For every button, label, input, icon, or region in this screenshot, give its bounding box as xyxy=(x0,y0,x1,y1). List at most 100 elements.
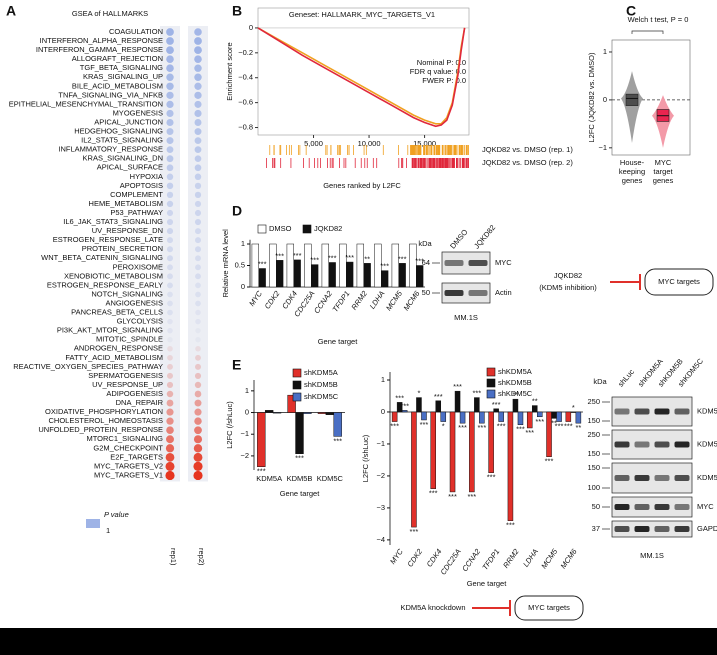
y-tick-label: 0 xyxy=(249,23,253,32)
pathway-label: SPERMATOGENESIS xyxy=(88,371,163,380)
bar xyxy=(374,243,382,288)
significance: *** xyxy=(395,393,404,402)
bar xyxy=(346,261,354,288)
significance: *** xyxy=(477,423,486,432)
pathway-label: IL2_STAT5_SIGNALING xyxy=(81,136,163,145)
dot xyxy=(194,155,202,163)
dot xyxy=(194,209,202,217)
dot xyxy=(194,426,202,435)
kda-label: kDa xyxy=(418,239,432,248)
dot xyxy=(166,46,174,54)
dot xyxy=(194,82,202,90)
dot xyxy=(166,381,174,389)
significance: *** xyxy=(390,422,399,431)
dot xyxy=(194,46,202,54)
marker-label: 50 xyxy=(592,502,600,511)
bar xyxy=(258,268,266,288)
pathway-label: INFLAMMATORY_RESPONSE xyxy=(58,145,163,154)
bar xyxy=(459,411,466,424)
significance: ** xyxy=(575,423,581,432)
band xyxy=(614,475,630,481)
significance: *** xyxy=(328,253,337,262)
dot xyxy=(166,82,174,91)
dot xyxy=(194,109,202,118)
x-axis-label: Gene target xyxy=(280,489,321,498)
bar xyxy=(287,394,296,413)
dot xyxy=(195,282,201,289)
significance: * xyxy=(572,403,575,412)
dot xyxy=(195,237,201,244)
legend-label: shKDM5C xyxy=(498,389,533,398)
pathway-label: UNFOLDED_PROTEIN_RESPONSE xyxy=(38,425,163,434)
annotation: FDR q value: 0.0 xyxy=(410,67,466,76)
significance: *** xyxy=(293,251,302,260)
band xyxy=(614,408,630,415)
band xyxy=(634,408,650,415)
blot-strip xyxy=(441,251,491,275)
plot-frame xyxy=(611,39,691,156)
pathway-label: PEROXISOME xyxy=(113,262,163,271)
chart-title: GSEA of HALLMARKS xyxy=(72,9,148,18)
bar xyxy=(556,411,562,422)
significance: *** xyxy=(275,251,284,260)
dot xyxy=(166,228,174,235)
significance: *** xyxy=(420,420,429,429)
bar xyxy=(321,243,329,288)
pathway-label: ANDROGEN_RESPONSE xyxy=(74,344,163,353)
legend-label: shKDM5B xyxy=(304,380,338,389)
significance-bracket xyxy=(631,30,664,34)
significance: *** xyxy=(258,259,267,268)
diagram-source: KDM5A knockdown xyxy=(400,603,465,612)
significance: *** xyxy=(525,428,534,437)
legend-swatch xyxy=(486,389,496,399)
bar xyxy=(272,412,282,414)
marker-label: 250 xyxy=(587,397,600,406)
band xyxy=(654,408,670,415)
dot xyxy=(195,318,201,325)
pathway-label: APICAL_SURFACE xyxy=(97,163,163,172)
dot xyxy=(195,354,201,361)
band-label: MYC xyxy=(697,502,714,511)
dot xyxy=(194,417,202,425)
pathway-label: FATTY_ACID_METABOLISM xyxy=(65,353,163,362)
dot xyxy=(166,109,174,118)
pathway-label: WNT_BETA_CATENIN_SIGNALING xyxy=(41,253,163,262)
y-tick-label: 1 xyxy=(603,47,607,56)
dot xyxy=(165,452,175,462)
y-tick-label: −0.2 xyxy=(238,48,253,57)
dot xyxy=(167,255,173,262)
bar xyxy=(526,411,533,429)
box xyxy=(625,93,639,106)
dot xyxy=(166,100,174,109)
x-axis-label: Genes ranked by L2FC xyxy=(323,181,401,190)
dot xyxy=(195,228,201,235)
plot-frame xyxy=(257,7,470,136)
column-label: rep1) xyxy=(169,548,178,566)
dot xyxy=(166,435,174,444)
pathway-label: CHOLESTEROL_HOMEOSTASIS xyxy=(49,416,163,425)
dot xyxy=(194,64,202,72)
significance: *** xyxy=(400,401,409,410)
significance: *** xyxy=(310,256,319,265)
legend-swatch xyxy=(292,380,302,390)
dot xyxy=(195,327,201,334)
pathway-label: INTERFERON_GAMMA_RESPONSE xyxy=(36,45,163,54)
pathway-label: ESTROGEN_RESPONSE_EARLY xyxy=(47,280,163,289)
significance: * xyxy=(417,389,420,398)
significance: *** xyxy=(458,423,467,432)
bar xyxy=(493,408,499,413)
legend-swatch xyxy=(257,224,267,234)
pathway-label: APOPTOSIS xyxy=(120,181,163,190)
pathway-label: BILE_ACID_METABOLISM xyxy=(72,81,163,90)
dot xyxy=(194,182,202,190)
dot xyxy=(166,173,174,181)
marker-label: 250 xyxy=(587,430,600,439)
panel-letter: B xyxy=(232,3,242,19)
blot-strip xyxy=(611,520,693,538)
panel-letter: E xyxy=(232,357,241,373)
bar xyxy=(257,412,266,467)
pathway-label: OXIDATIVE_PHOSPHORYLATION xyxy=(45,407,163,416)
dot xyxy=(194,218,202,226)
y-tick-label: 0 xyxy=(245,408,249,417)
cell-line: MM.1S xyxy=(640,551,664,560)
